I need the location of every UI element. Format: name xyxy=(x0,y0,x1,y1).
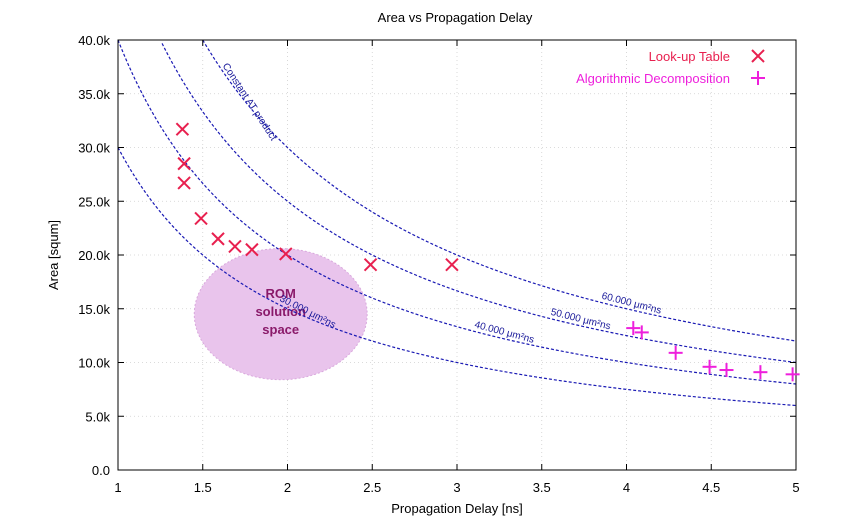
x-tick-label: 2 xyxy=(284,480,291,495)
lut-point-stroke xyxy=(177,156,191,171)
curve-label: 50.000 μm²ns xyxy=(549,307,611,333)
y-axis-ticks: 0.0 5.0k 10.0k 15.0k 20.0k 25.0k 30.0k 35.0k 40.… xyxy=(78,33,796,478)
x-axis-ticks: 1 1.5 2 2.5 3 3.5 4 4.5 5 xyxy=(114,40,800,495)
data-points xyxy=(175,122,800,382)
chart-title: Area vs Propagation Delay xyxy=(378,10,533,25)
curve-label: 40.000 μm²ns xyxy=(473,320,535,346)
constant-at-annotation: Constant AT product xyxy=(220,61,279,143)
rom-region-label: ROM xyxy=(266,286,296,301)
x-tick-label: 3 xyxy=(453,480,460,495)
rom-region-label: space xyxy=(262,322,299,337)
legend-label: Algorithmic Decomposition xyxy=(576,71,730,86)
lut-point-stroke xyxy=(363,257,378,272)
y-tick-label: 20.0k xyxy=(78,248,110,263)
legend-label: Look-up Table xyxy=(649,49,730,64)
constant-at-curve xyxy=(117,39,797,385)
x-tick-label: 1 xyxy=(114,480,121,495)
constant-at-curve xyxy=(117,147,797,407)
x-tick-label: 3.5 xyxy=(533,480,551,495)
x-tick-label: 1.5 xyxy=(194,480,212,495)
y-tick-label: 0.0 xyxy=(92,463,110,478)
curve-label: 60.000 μm²ns xyxy=(600,291,662,317)
y-tick-label: 30.0k xyxy=(78,141,110,156)
x-tick-label: 4.5 xyxy=(702,480,720,495)
lut-point-stroke xyxy=(245,242,259,257)
lut-point-stroke xyxy=(177,176,191,190)
lut-point-stroke xyxy=(445,257,459,272)
lut-point-stroke xyxy=(194,211,208,226)
x-axis-label: Propagation Delay [ns] xyxy=(391,501,523,516)
y-tick-label: 25.0k xyxy=(78,194,110,209)
legend-marker-lut-stroke xyxy=(751,49,765,63)
lut-point-stroke xyxy=(279,247,293,261)
x-tick-label: 4 xyxy=(623,480,630,495)
rom-region-label: solution xyxy=(255,304,306,319)
x-tick-label: 2.5 xyxy=(363,480,381,495)
lut-point-stroke xyxy=(211,232,225,246)
y-tick-label: 10.0k xyxy=(78,356,110,371)
y-tick-label: 40.0k xyxy=(78,33,110,48)
y-tick-label: 15.0k xyxy=(78,302,110,317)
x-tick-label: 5 xyxy=(792,480,799,495)
lut-point-stroke xyxy=(228,239,242,254)
lut-point-stroke xyxy=(175,122,190,136)
grid xyxy=(117,39,797,471)
constant-at-curve xyxy=(161,43,797,364)
y-tick-label: 35.0k xyxy=(78,87,110,102)
legend: Look-up Table Algorithmic Decomposition xyxy=(576,49,765,86)
rom-solution-region: ROM solution space xyxy=(193,248,368,381)
y-tick-label: 5.0k xyxy=(85,409,110,424)
constant-at-curve xyxy=(202,39,797,342)
y-axis-label: Area [squm] xyxy=(46,220,61,290)
